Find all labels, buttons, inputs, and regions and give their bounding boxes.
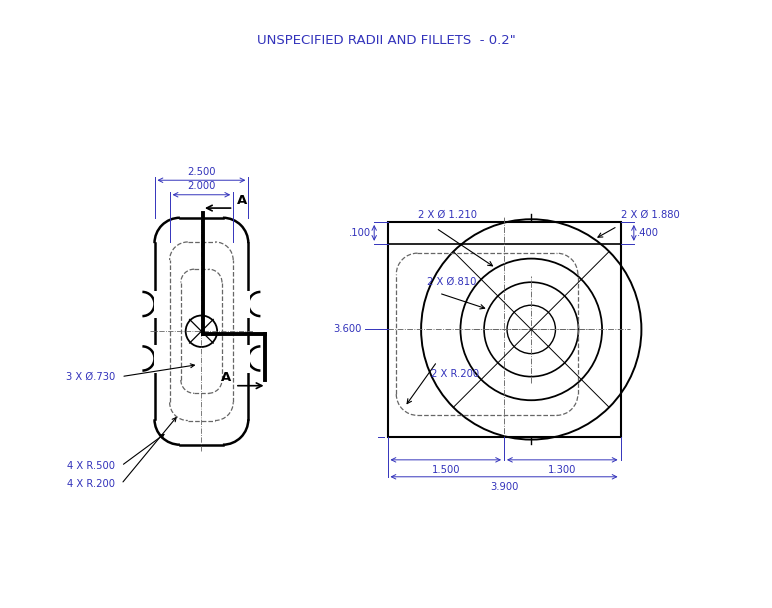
Text: 2.500: 2.500	[187, 167, 215, 176]
Text: .400: .400	[637, 228, 659, 238]
Text: 4 X R.200: 4 X R.200	[67, 479, 115, 489]
Text: UNSPECIFIED RADII AND FILLETS  - 0.2": UNSPECIFIED RADII AND FILLETS - 0.2"	[256, 34, 516, 47]
Text: 1.500: 1.500	[432, 465, 460, 475]
Text: 3.900: 3.900	[489, 482, 518, 492]
Text: .100: .100	[349, 228, 371, 238]
Text: 4 X R.500: 4 X R.500	[67, 461, 115, 471]
Text: 2 X Ø.810: 2 X Ø.810	[427, 277, 476, 287]
Text: A: A	[237, 194, 247, 207]
Text: 3 X Ø.730: 3 X Ø.730	[66, 371, 115, 382]
Text: 1.300: 1.300	[548, 465, 577, 475]
Text: 2 X R.200: 2 X R.200	[431, 369, 479, 379]
Text: A: A	[221, 371, 232, 384]
Bar	[388, 222, 621, 437]
Text: 2.000: 2.000	[188, 181, 215, 191]
Text: 2 X Ø 1.880: 2 X Ø 1.880	[621, 210, 679, 220]
Text: 3.600: 3.600	[334, 325, 362, 334]
Text: 2 X Ø 1.210: 2 X Ø 1.210	[418, 210, 477, 220]
